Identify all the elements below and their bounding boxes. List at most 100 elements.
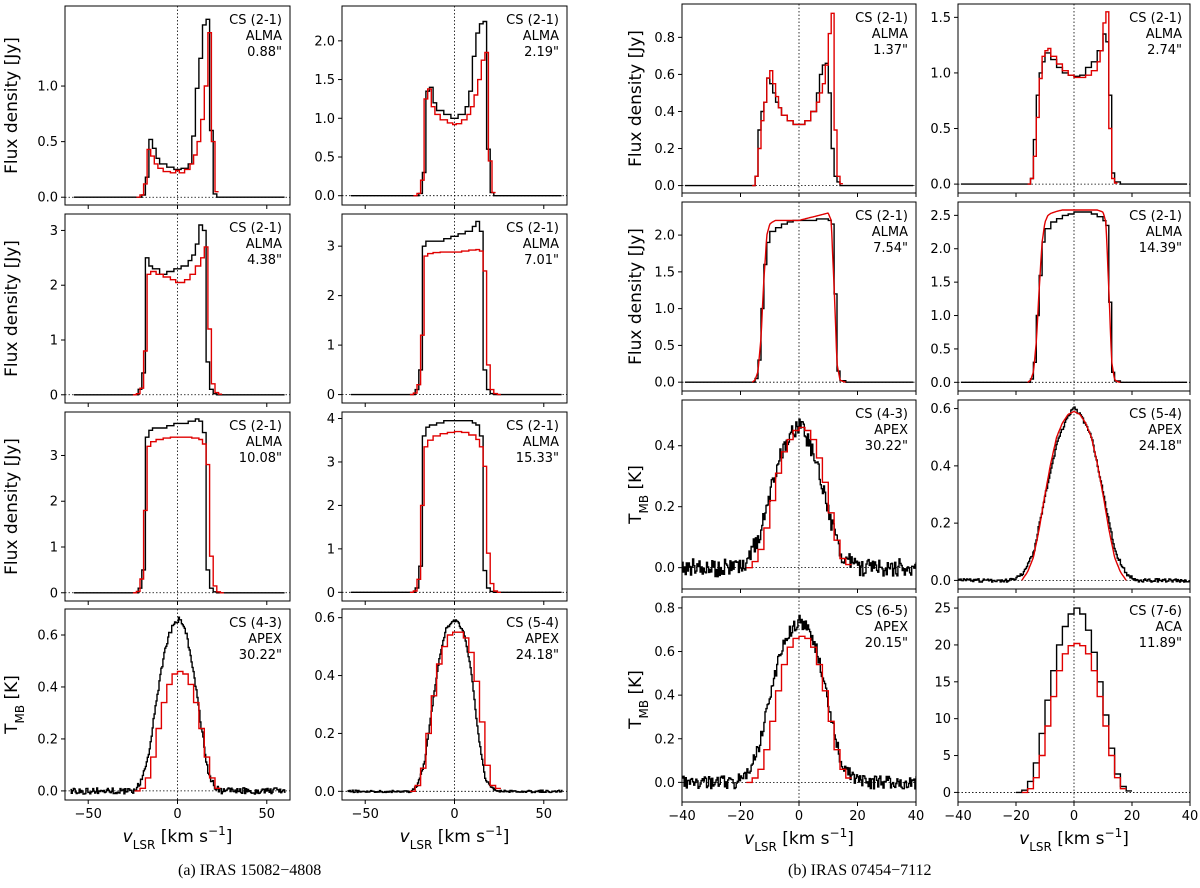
y-tick-label: 3 — [327, 455, 335, 470]
model-spectrum — [413, 51, 496, 197]
y-tick-label: 0.2 — [654, 500, 675, 515]
panel-annotation: CS (2-1) — [229, 221, 282, 236]
y-tick-label: 2 — [327, 499, 335, 514]
y-tick-label: 1.5 — [654, 265, 675, 280]
panel-annotation: CS (2-1) — [506, 221, 559, 236]
caption-a: (a) IRAS 15082−4808 — [178, 862, 322, 879]
panel-annotation: 7.54" — [873, 241, 908, 256]
panel-annotation: CS (2-1) — [229, 13, 282, 28]
y-tick-label: 0.4 — [654, 105, 675, 120]
y-tick-label: 1.5 — [930, 11, 951, 26]
model-spectrum — [409, 430, 501, 593]
y-tick-label: 0 — [50, 388, 58, 403]
y-tick-label: 3 — [327, 240, 335, 255]
y-tick-label: 1 — [50, 541, 58, 556]
panel-annotation: ALMA — [523, 237, 559, 252]
y-tick-label: 0.2 — [930, 517, 951, 532]
y-tick-label: 0 — [327, 388, 335, 403]
x-tick-label: 0 — [795, 809, 803, 824]
y-tick-label: 0.5 — [930, 122, 951, 137]
caption-b: (b) IRAS 07454−7112 — [788, 862, 932, 879]
x-tick-label: 0 — [173, 807, 181, 822]
y-tick-label: 0.6 — [37, 628, 58, 643]
model-spectrum — [1027, 11, 1118, 185]
y-axis-label: Flux density [Jy] — [2, 37, 22, 174]
y-tick-label: 0.0 — [37, 191, 58, 206]
y-tick-label: 0.0 — [654, 776, 675, 791]
model-spectrum — [1027, 209, 1121, 383]
panel-annotation: 11.89" — [1139, 636, 1182, 651]
panel-annotation: 2.74" — [1147, 43, 1182, 58]
panel-annotation: APEX — [874, 620, 908, 635]
y-tick-label: 20 — [934, 638, 951, 653]
y-tick-label: 1.0 — [930, 66, 951, 81]
y-tick-label: 15 — [934, 675, 951, 690]
y-tick-label: 2.0 — [930, 242, 951, 257]
panel-annotation: CS (7-6) — [1129, 604, 1182, 619]
y-tick-label: 2.0 — [654, 229, 675, 244]
x-axis-label: vLSR [km s−1] — [744, 826, 854, 854]
y-axis-label: Flux density [Jy] — [2, 240, 22, 377]
y-tick-label: 1.0 — [37, 80, 58, 95]
panel-annotation: 2.19" — [524, 45, 559, 60]
y-tick-label: 2.5 — [930, 209, 951, 224]
y-tick-label: 0.0 — [930, 376, 951, 391]
y-tick-label: 0 — [943, 786, 951, 801]
panel-annotation: CS (2-1) — [1129, 209, 1182, 224]
y-tick-label: 3 — [50, 224, 58, 239]
observed-spectrum — [350, 20, 562, 197]
y-tick-label: 0.5 — [654, 339, 675, 354]
panel-annotation: CS (2-1) — [506, 419, 559, 434]
panel-annotation: 20.15" — [865, 636, 908, 651]
y-tick-label: 0.5 — [314, 150, 335, 165]
model-spectrum — [132, 436, 224, 594]
panel-annotation: ALMA — [246, 435, 282, 450]
y-tick-label: 1.0 — [654, 302, 675, 317]
panel-annotation: 24.18" — [516, 648, 559, 663]
y-tick-label: 1 — [327, 542, 335, 557]
x-tick-label: −20 — [727, 809, 754, 824]
y-tick-label: 10 — [934, 712, 951, 727]
panel-annotation: 1.37" — [873, 43, 908, 58]
y-tick-label: 0.4 — [314, 669, 335, 684]
x-tick-label: 40 — [908, 809, 925, 824]
model-spectrum — [136, 32, 219, 198]
x-tick-label: −40 — [668, 809, 695, 824]
x-axis-label: vLSR [km s−1] — [1019, 826, 1129, 854]
y-tick-label: 0 — [50, 586, 58, 601]
y-tick-label: 1.0 — [314, 112, 335, 127]
panel-annotation: CS (6-5) — [855, 604, 908, 619]
x-tick-label: 20 — [1124, 809, 1141, 824]
y-tick-label: 0.8 — [654, 31, 675, 46]
model-spectrum — [752, 12, 843, 187]
y-axis-label: Flux density [Jy] — [626, 228, 646, 365]
y-tick-label: 0.2 — [654, 732, 675, 747]
y-tick-label: 2 — [50, 495, 58, 510]
model-spectrum — [746, 426, 852, 569]
panel-annotation: ALMA — [523, 435, 559, 450]
y-tick-label: 0.5 — [37, 135, 58, 150]
y-tick-label: 0.8 — [654, 601, 675, 616]
y-tick-label: 2 — [327, 289, 335, 304]
y-tick-label: 0.5 — [930, 342, 951, 357]
panel-annotation: ALMA — [872, 225, 908, 240]
x-axis-label: vLSR [km s−1] — [123, 824, 233, 852]
y-tick-label: 1 — [50, 334, 58, 349]
y-tick-label: 0.0 — [654, 179, 675, 194]
panel-annotation: ALMA — [1146, 225, 1182, 240]
panel-annotation: CS (4-3) — [229, 616, 282, 631]
panel-annotation: ALMA — [246, 237, 282, 252]
x-tick-label: −50 — [74, 807, 101, 822]
